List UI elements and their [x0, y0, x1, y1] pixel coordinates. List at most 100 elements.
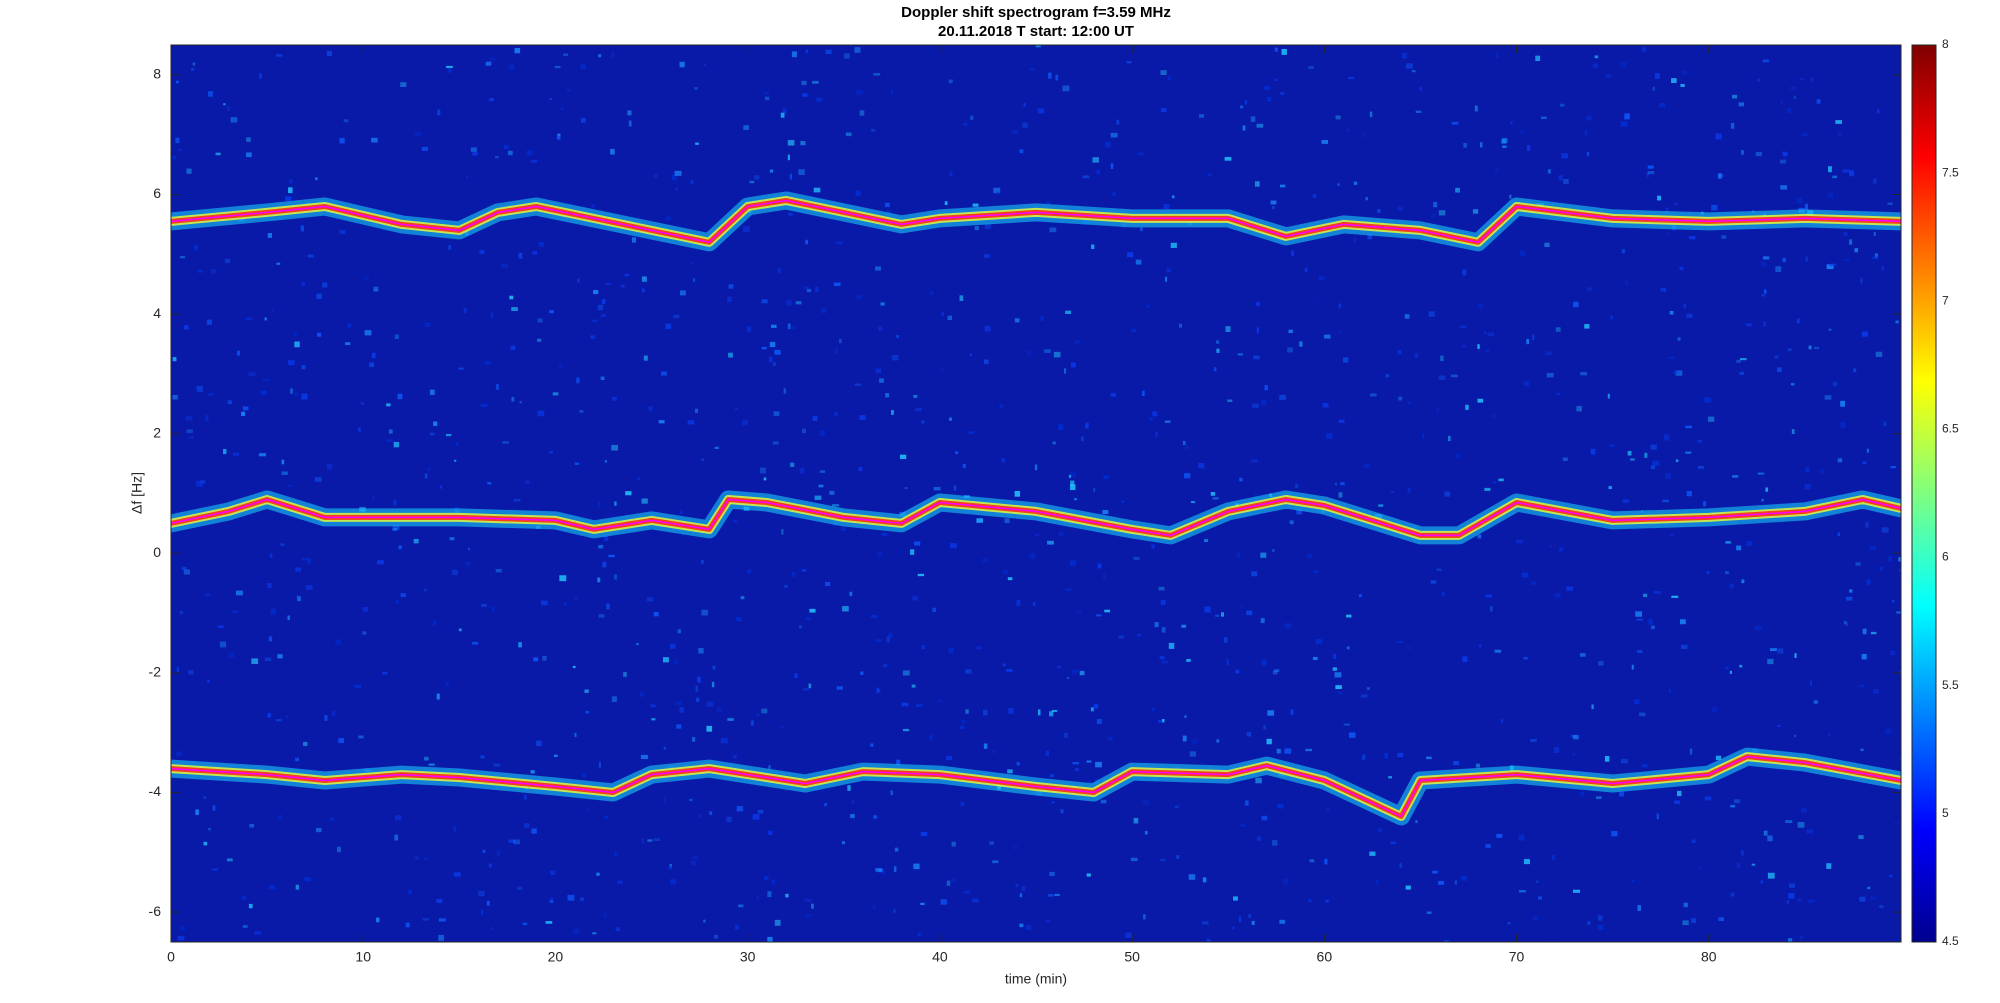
noise-speckle	[1774, 355, 1779, 359]
noise-speckle	[651, 718, 656, 721]
noise-speckle	[1682, 70, 1687, 75]
noise-speckle	[1163, 203, 1170, 210]
noise-speckle	[295, 567, 302, 572]
noise-speckle	[1763, 321, 1767, 327]
noise-speckle	[613, 574, 617, 580]
noise-speckle	[1107, 736, 1113, 741]
noise-speckle	[1819, 469, 1825, 474]
noise-speckle	[585, 710, 589, 714]
noise-speckle	[573, 928, 580, 934]
noise-speckle	[1324, 858, 1328, 865]
noise-speckle	[1800, 78, 1804, 81]
noise-speckle	[974, 226, 979, 231]
noise-speckle	[1065, 310, 1072, 314]
noise-speckle	[1095, 761, 1102, 768]
noise-speckle	[1523, 859, 1530, 865]
noise-speckle	[1871, 256, 1878, 259]
noise-speckle	[231, 610, 238, 614]
noise-speckle	[1255, 777, 1262, 784]
noise-speckle	[999, 404, 1004, 408]
noise-speckle	[768, 830, 773, 836]
noise-speckle	[890, 409, 894, 415]
noise-speckle	[489, 98, 494, 102]
noise-speckle	[983, 359, 989, 364]
noise-speckle	[203, 841, 208, 846]
noise-speckle	[1510, 120, 1513, 125]
noise-speckle	[1261, 815, 1268, 821]
x-tick-label: 80	[1701, 949, 1717, 965]
noise-speckle	[1304, 267, 1308, 273]
noise-speckle	[433, 421, 438, 427]
noise-speckle	[1032, 602, 1036, 606]
noise-speckle	[478, 890, 485, 897]
noise-speckle	[816, 97, 823, 102]
noise-speckle	[364, 330, 372, 336]
noise-speckle	[472, 151, 478, 156]
noise-speckle	[1563, 179, 1569, 184]
noise-speckle	[339, 230, 346, 234]
noise-speckle	[989, 841, 994, 845]
noise-speckle	[1681, 644, 1688, 649]
noise-speckle	[1776, 724, 1781, 727]
noise-speckle	[1441, 591, 1445, 596]
noise-speckle	[405, 922, 410, 928]
noise-speckle	[1152, 708, 1155, 711]
noise-speckle	[525, 480, 530, 485]
noise-speckle	[1146, 304, 1150, 308]
noise-speckle	[1239, 606, 1242, 609]
noise-speckle	[1046, 201, 1051, 205]
noise-speckle	[1791, 429, 1795, 434]
noise-speckle	[208, 91, 213, 97]
noise-speckle	[641, 838, 644, 844]
noise-speckle	[1252, 403, 1259, 408]
noise-speckle	[849, 591, 853, 597]
noise-speckle	[1858, 835, 1864, 840]
noise-speckle	[1075, 767, 1079, 772]
noise-speckle	[1166, 268, 1171, 273]
noise-speckle	[965, 709, 969, 714]
noise-speckle	[1465, 404, 1469, 410]
noise-speckle	[1353, 238, 1356, 243]
noise-speckle	[1105, 141, 1111, 148]
noise-speckle	[611, 52, 615, 58]
colorbar-tick-label: 6	[1942, 550, 1949, 564]
noise-speckle	[573, 596, 578, 601]
noise-speckle	[910, 549, 915, 555]
noise-speckle	[1414, 353, 1419, 358]
noise-speckle	[1366, 687, 1370, 691]
noise-speckle	[1828, 166, 1832, 173]
noise-speckle	[1745, 323, 1752, 327]
noise-speckle	[275, 53, 283, 57]
noise-speckle	[1348, 76, 1355, 79]
noise-speckle	[948, 417, 953, 421]
noise-speckle	[1281, 48, 1287, 55]
noise-speckle	[1556, 392, 1561, 395]
noise-speckle	[1454, 880, 1457, 885]
noise-speckle	[1597, 925, 1604, 931]
noise-speckle	[1553, 747, 1560, 754]
noise-speckle	[1741, 850, 1744, 856]
noise-speckle	[1843, 620, 1847, 625]
noise-speckle	[1257, 836, 1261, 841]
noise-speckle	[1523, 657, 1528, 660]
noise-speckle	[297, 596, 301, 602]
noise-speckle	[560, 107, 564, 110]
noise-speckle	[1242, 125, 1246, 131]
noise-speckle	[1730, 892, 1735, 897]
noise-speckle	[1012, 130, 1019, 135]
noise-speckle	[316, 332, 322, 337]
noise-speckle	[761, 299, 768, 304]
noise-speckle	[1280, 91, 1285, 96]
noise-speckle	[1485, 594, 1492, 598]
noise-speckle	[1185, 445, 1189, 450]
noise-speckle	[338, 738, 344, 744]
noise-speckle	[429, 389, 435, 395]
noise-speckle	[545, 921, 553, 924]
noise-speckle	[1164, 420, 1171, 423]
noise-speckle	[940, 899, 947, 905]
noise-speckle	[871, 128, 876, 132]
x-tick-label: 10	[355, 949, 371, 965]
noise-speckle	[1840, 400, 1845, 407]
noise-speckle	[260, 390, 267, 395]
noise-speckle	[1019, 149, 1024, 154]
